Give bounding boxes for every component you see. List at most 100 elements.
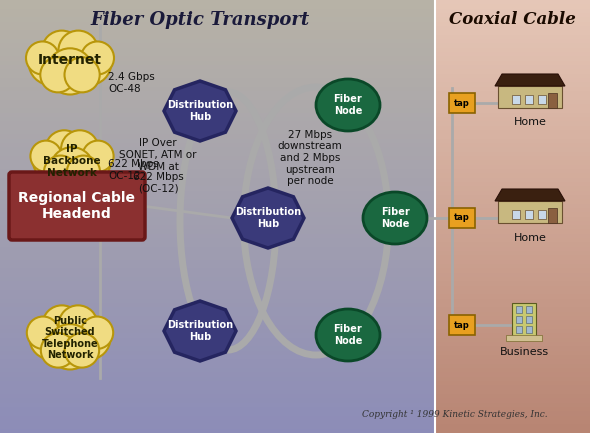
Bar (435, 411, 590, 416)
Bar (0, 169, 435, 173)
Bar (0, 242, 435, 247)
Bar (498, 86, 562, 108)
Bar (516, 326, 522, 333)
Bar (0, 320, 435, 325)
Bar (435, 126, 590, 130)
Text: Home: Home (513, 117, 546, 127)
Circle shape (29, 41, 73, 85)
Bar (0, 87, 435, 91)
Bar (0, 377, 435, 381)
Circle shape (64, 333, 99, 368)
Bar (525, 210, 533, 219)
Bar (435, 35, 590, 39)
Bar (435, 346, 590, 351)
Bar (0, 264, 435, 268)
Text: Distribution
Hub: Distribution Hub (235, 207, 301, 229)
Bar (0, 104, 435, 108)
Bar (435, 143, 590, 147)
Bar (0, 143, 435, 147)
Text: 622 Mbps
(OC-12): 622 Mbps (OC-12) (133, 172, 183, 194)
Bar (435, 424, 590, 429)
Bar (435, 9, 590, 13)
Bar (512, 95, 520, 104)
Bar (0, 191, 435, 195)
Bar (0, 69, 435, 74)
Text: tap: tap (454, 98, 470, 107)
Bar (435, 139, 590, 143)
Text: Fiber
Node: Fiber Node (381, 207, 409, 229)
Ellipse shape (363, 192, 427, 244)
Bar (0, 26, 435, 30)
FancyBboxPatch shape (449, 315, 475, 335)
Bar (435, 156, 590, 160)
Bar (435, 43, 590, 48)
Text: Fiber Optic Transport: Fiber Optic Transport (90, 11, 310, 29)
Bar (435, 255, 590, 260)
Polygon shape (495, 189, 565, 201)
Bar (0, 13, 435, 17)
Bar (0, 329, 435, 333)
Bar (0, 95, 435, 100)
Bar (435, 351, 590, 355)
Bar (0, 182, 435, 186)
Bar (0, 4, 435, 9)
Circle shape (81, 42, 114, 74)
Bar (435, 56, 590, 61)
Bar (435, 299, 590, 303)
Bar (435, 377, 590, 381)
Bar (435, 268, 590, 273)
Text: tap: tap (454, 213, 470, 223)
Bar (435, 290, 590, 294)
Bar (0, 121, 435, 126)
Bar (435, 147, 590, 152)
Text: IP Over
SONET, ATM or
WDM at: IP Over SONET, ATM or WDM at (119, 139, 196, 171)
Ellipse shape (316, 309, 380, 361)
Bar (435, 264, 590, 268)
Text: Distribution
Hub: Distribution Hub (167, 320, 233, 342)
Bar (435, 134, 590, 139)
Text: Coaxial Cable: Coaxial Cable (448, 11, 575, 28)
Text: IP
Backbone
Network: IP Backbone Network (43, 144, 101, 178)
Bar (0, 126, 435, 130)
Text: Regional Cable
Headend: Regional Cable Headend (18, 191, 136, 221)
Bar (435, 307, 590, 312)
Bar (435, 65, 590, 69)
Bar (435, 338, 590, 342)
Text: Business: Business (500, 347, 549, 357)
Text: Internet: Internet (38, 53, 102, 67)
Bar (0, 30, 435, 35)
Circle shape (42, 308, 98, 364)
Bar (435, 333, 590, 338)
Bar (0, 52, 435, 56)
Bar (0, 390, 435, 394)
Bar (435, 238, 590, 242)
Bar (435, 212, 590, 216)
Bar (0, 39, 435, 43)
Bar (0, 178, 435, 182)
Bar (435, 368, 590, 372)
Bar (0, 17, 435, 22)
Bar (435, 251, 590, 255)
FancyBboxPatch shape (9, 172, 145, 240)
Bar (0, 372, 435, 377)
Bar (0, 100, 435, 104)
Bar (498, 201, 562, 223)
Bar (526, 306, 532, 313)
Bar (435, 277, 590, 281)
Polygon shape (164, 81, 236, 141)
Bar (0, 56, 435, 61)
Bar (0, 394, 435, 398)
Circle shape (40, 57, 76, 92)
Bar (0, 208, 435, 212)
Bar (435, 429, 590, 433)
Circle shape (45, 130, 83, 168)
Bar (435, 398, 590, 403)
Text: 27 Mbps
downstream
and 2 Mbps
upstream
per node: 27 Mbps downstream and 2 Mbps upstream p… (278, 130, 342, 186)
Bar (0, 307, 435, 312)
Bar (435, 191, 590, 195)
Bar (435, 61, 590, 65)
Bar (0, 338, 435, 342)
Bar (435, 30, 590, 35)
Bar (0, 61, 435, 65)
Bar (0, 147, 435, 152)
